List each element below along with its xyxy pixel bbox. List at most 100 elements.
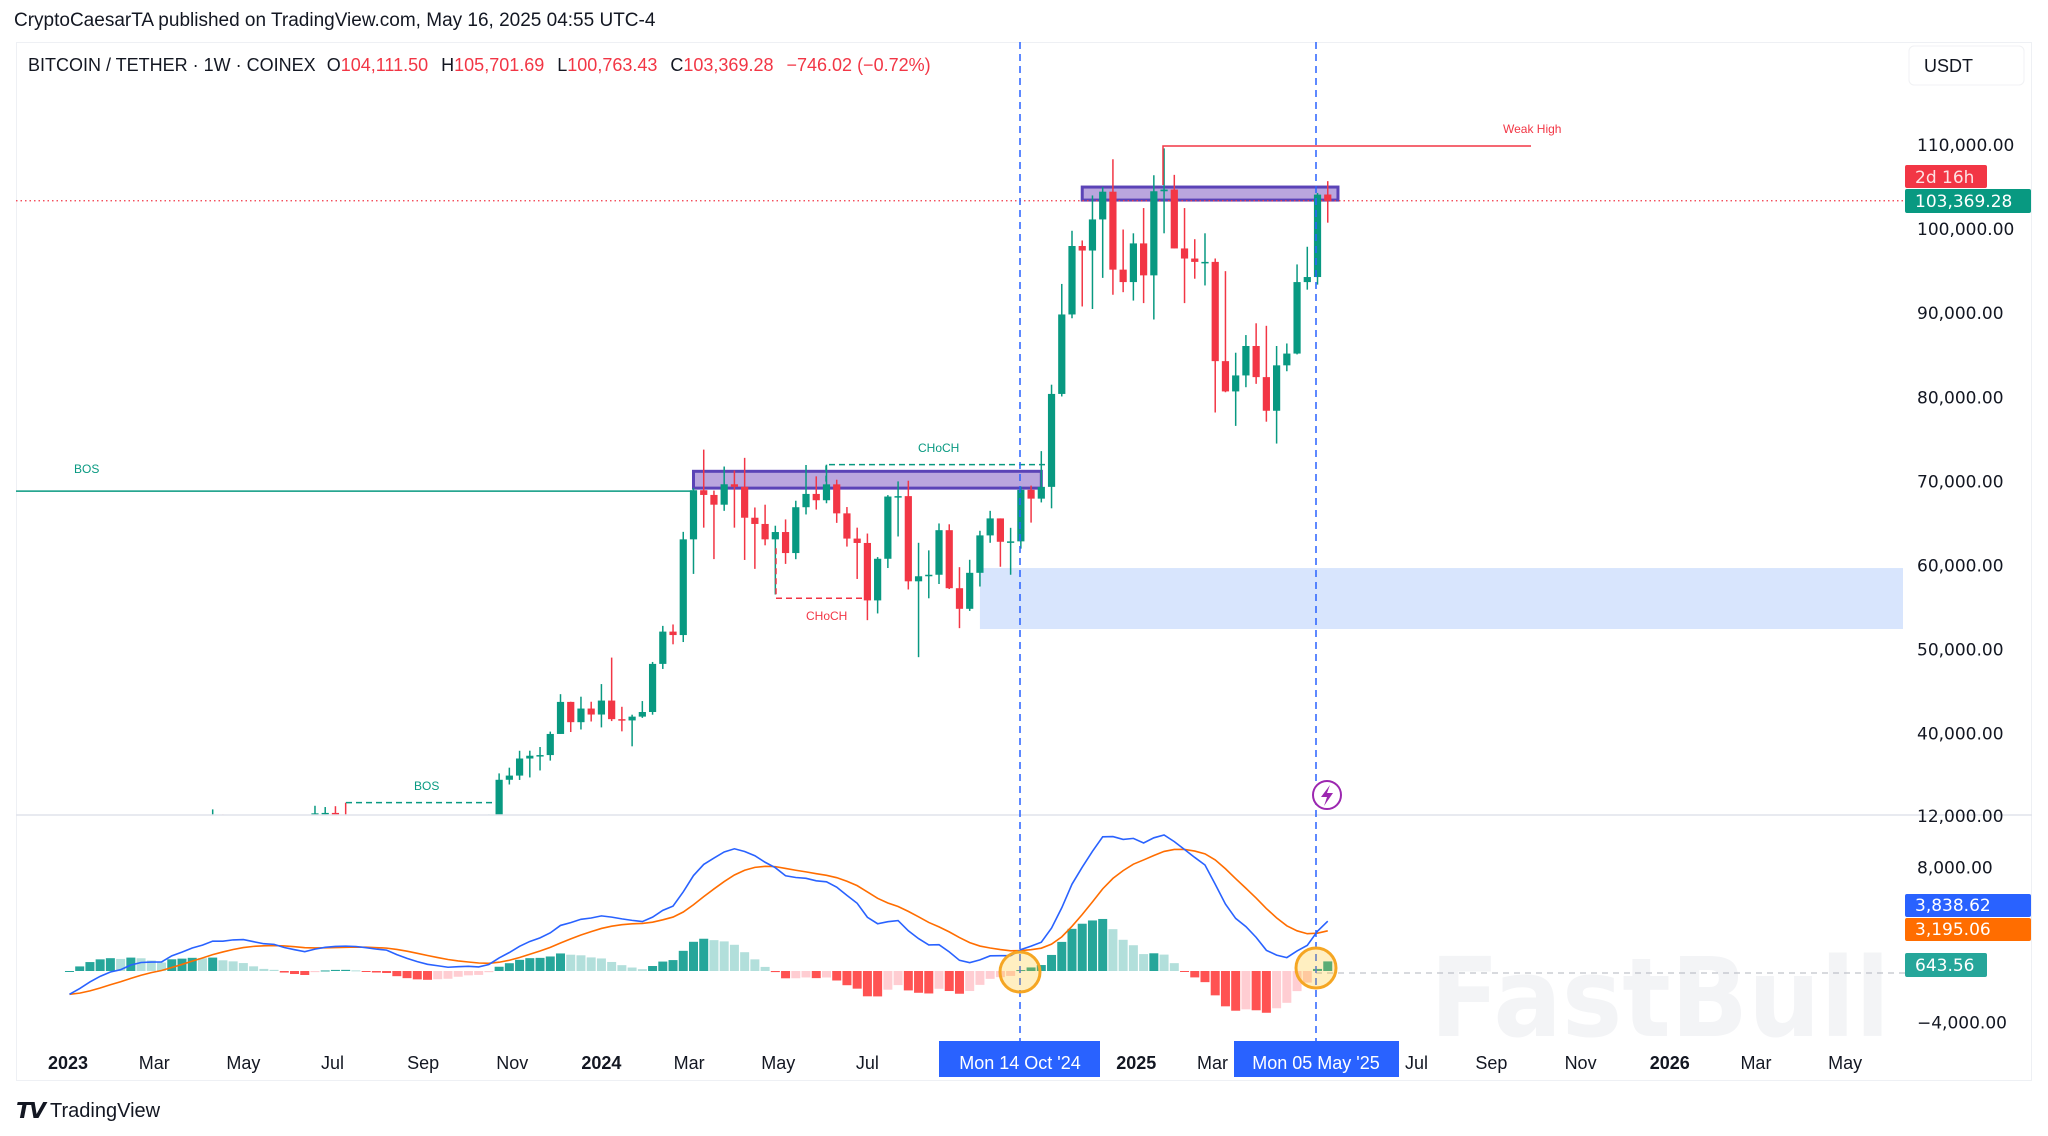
candle	[137, 859, 144, 878]
last-price-tag: 103,369.28	[1905, 189, 2031, 213]
candle-body	[1293, 282, 1301, 354]
candle-body	[1191, 258, 1199, 262]
candle	[1140, 208, 1148, 304]
candle-body	[802, 493, 810, 508]
histogram-bar	[423, 971, 433, 980]
histogram-bar	[781, 971, 791, 979]
candle	[250, 827, 257, 853]
candle-body	[403, 851, 410, 853]
price-axis[interactable]: 110,000.00 100,000.00 90,000.00 80,000.00 70…	[1917, 136, 2014, 1034]
candle	[355, 814, 357, 815]
histogram-bar	[249, 966, 259, 971]
candle-body	[137, 863, 144, 872]
candle	[863, 533, 872, 621]
histogram-bar	[770, 971, 780, 973]
histogram-bar	[914, 971, 924, 993]
candle	[127, 858, 134, 889]
histogram-bar	[402, 971, 412, 979]
candle-body	[199, 831, 206, 833]
time-tick-label: Mar	[139, 1053, 170, 1073]
publish-info: CryptoCaesarTA published on TradingView.…	[14, 10, 656, 31]
time-tick-label: Sep	[407, 1053, 439, 1073]
symbol-title: BITCOIN / TETHER · 1W · COINEX	[28, 55, 316, 75]
zones-layer	[16, 185, 1905, 629]
histogram-bar	[545, 956, 555, 971]
candle	[240, 819, 247, 838]
candle	[414, 833, 421, 857]
candle	[884, 495, 892, 569]
candle-body	[894, 496, 902, 498]
histogram-bar	[842, 971, 852, 986]
candle	[1221, 271, 1230, 393]
histogram-bar	[934, 971, 944, 989]
candle	[455, 834, 462, 851]
histogram-bar	[668, 960, 678, 971]
candle-body	[751, 517, 759, 524]
histogram-bar	[1057, 941, 1067, 971]
histogram-bar	[1128, 945, 1138, 971]
tradingview-footer[interactable]: 𝙏𝙑 TradingView	[16, 1098, 160, 1124]
histogram-bar	[443, 971, 453, 979]
candle-body	[863, 542, 872, 601]
candle	[935, 523, 943, 585]
price-tick-label: 110,000.00	[1917, 136, 2014, 156]
watermark: FastBull	[1430, 934, 1890, 1062]
candle-body	[679, 539, 687, 636]
candle	[1160, 148, 1168, 234]
histogram-bar	[821, 971, 831, 978]
lightning-icon[interactable]	[1312, 780, 1342, 810]
histogram-bar	[167, 959, 177, 971]
candle-body	[986, 518, 994, 536]
bos-label-top: BOS	[74, 462, 99, 476]
histogram-bar	[729, 944, 739, 971]
signal-value-tag: 3,195.06	[1905, 918, 2031, 941]
candle-body	[608, 700, 616, 720]
candle-body	[1150, 191, 1158, 276]
candle-body	[955, 588, 964, 609]
candle-body	[1252, 345, 1260, 378]
candle-body	[1140, 243, 1148, 276]
histogram-bar	[1272, 971, 1282, 1009]
candle-body	[434, 847, 441, 853]
svg-text:643.56: 643.56	[1915, 956, 1974, 976]
candle	[178, 827, 185, 846]
candle	[741, 457, 749, 560]
price-tick-label: 90,000.00	[1917, 304, 2004, 324]
candle	[1037, 451, 1045, 503]
candle	[710, 490, 718, 560]
histogram-bar	[279, 971, 289, 973]
ohlc-legend: BITCOIN / TETHER · 1W · COINEX O104,111.…	[28, 55, 931, 75]
candle-body	[311, 813, 319, 815]
candle	[230, 818, 237, 844]
candle	[1303, 246, 1311, 290]
time-tick-label: 2024	[581, 1053, 621, 1073]
open-value: 104,111.50	[341, 55, 428, 75]
histogram-bar	[607, 961, 617, 971]
histogram-bar	[187, 957, 197, 971]
histogram-bar	[873, 971, 883, 997]
candle	[199, 828, 206, 841]
price-tick-label: 80,000.00	[1917, 388, 2004, 408]
candle	[158, 880, 165, 906]
time-tick-label: May	[1828, 1053, 1862, 1073]
candle	[107, 866, 114, 881]
candle	[344, 802, 347, 815]
candle-body	[117, 877, 124, 887]
time-axis[interactable]: 2023 Mar May Jul Sep Nov 2024 Mar May Jul 2025 Mar J…	[48, 1053, 1862, 1073]
histogram-bar	[197, 958, 207, 971]
candle	[1047, 384, 1056, 509]
candle-body	[1283, 353, 1291, 366]
currency-button[interactable]: USDT	[1908, 45, 2025, 86]
candle	[86, 874, 93, 899]
candle-body	[495, 779, 503, 815]
histogram-bar	[1282, 971, 1292, 1003]
candle	[648, 661, 657, 715]
candle	[587, 701, 595, 722]
candle	[874, 557, 882, 614]
time-tick-label: Mar	[674, 1053, 705, 1073]
candle	[260, 838, 267, 849]
candle-body	[853, 538, 861, 543]
time-tick-label: Nov	[1565, 1053, 1597, 1073]
candle	[659, 625, 667, 669]
